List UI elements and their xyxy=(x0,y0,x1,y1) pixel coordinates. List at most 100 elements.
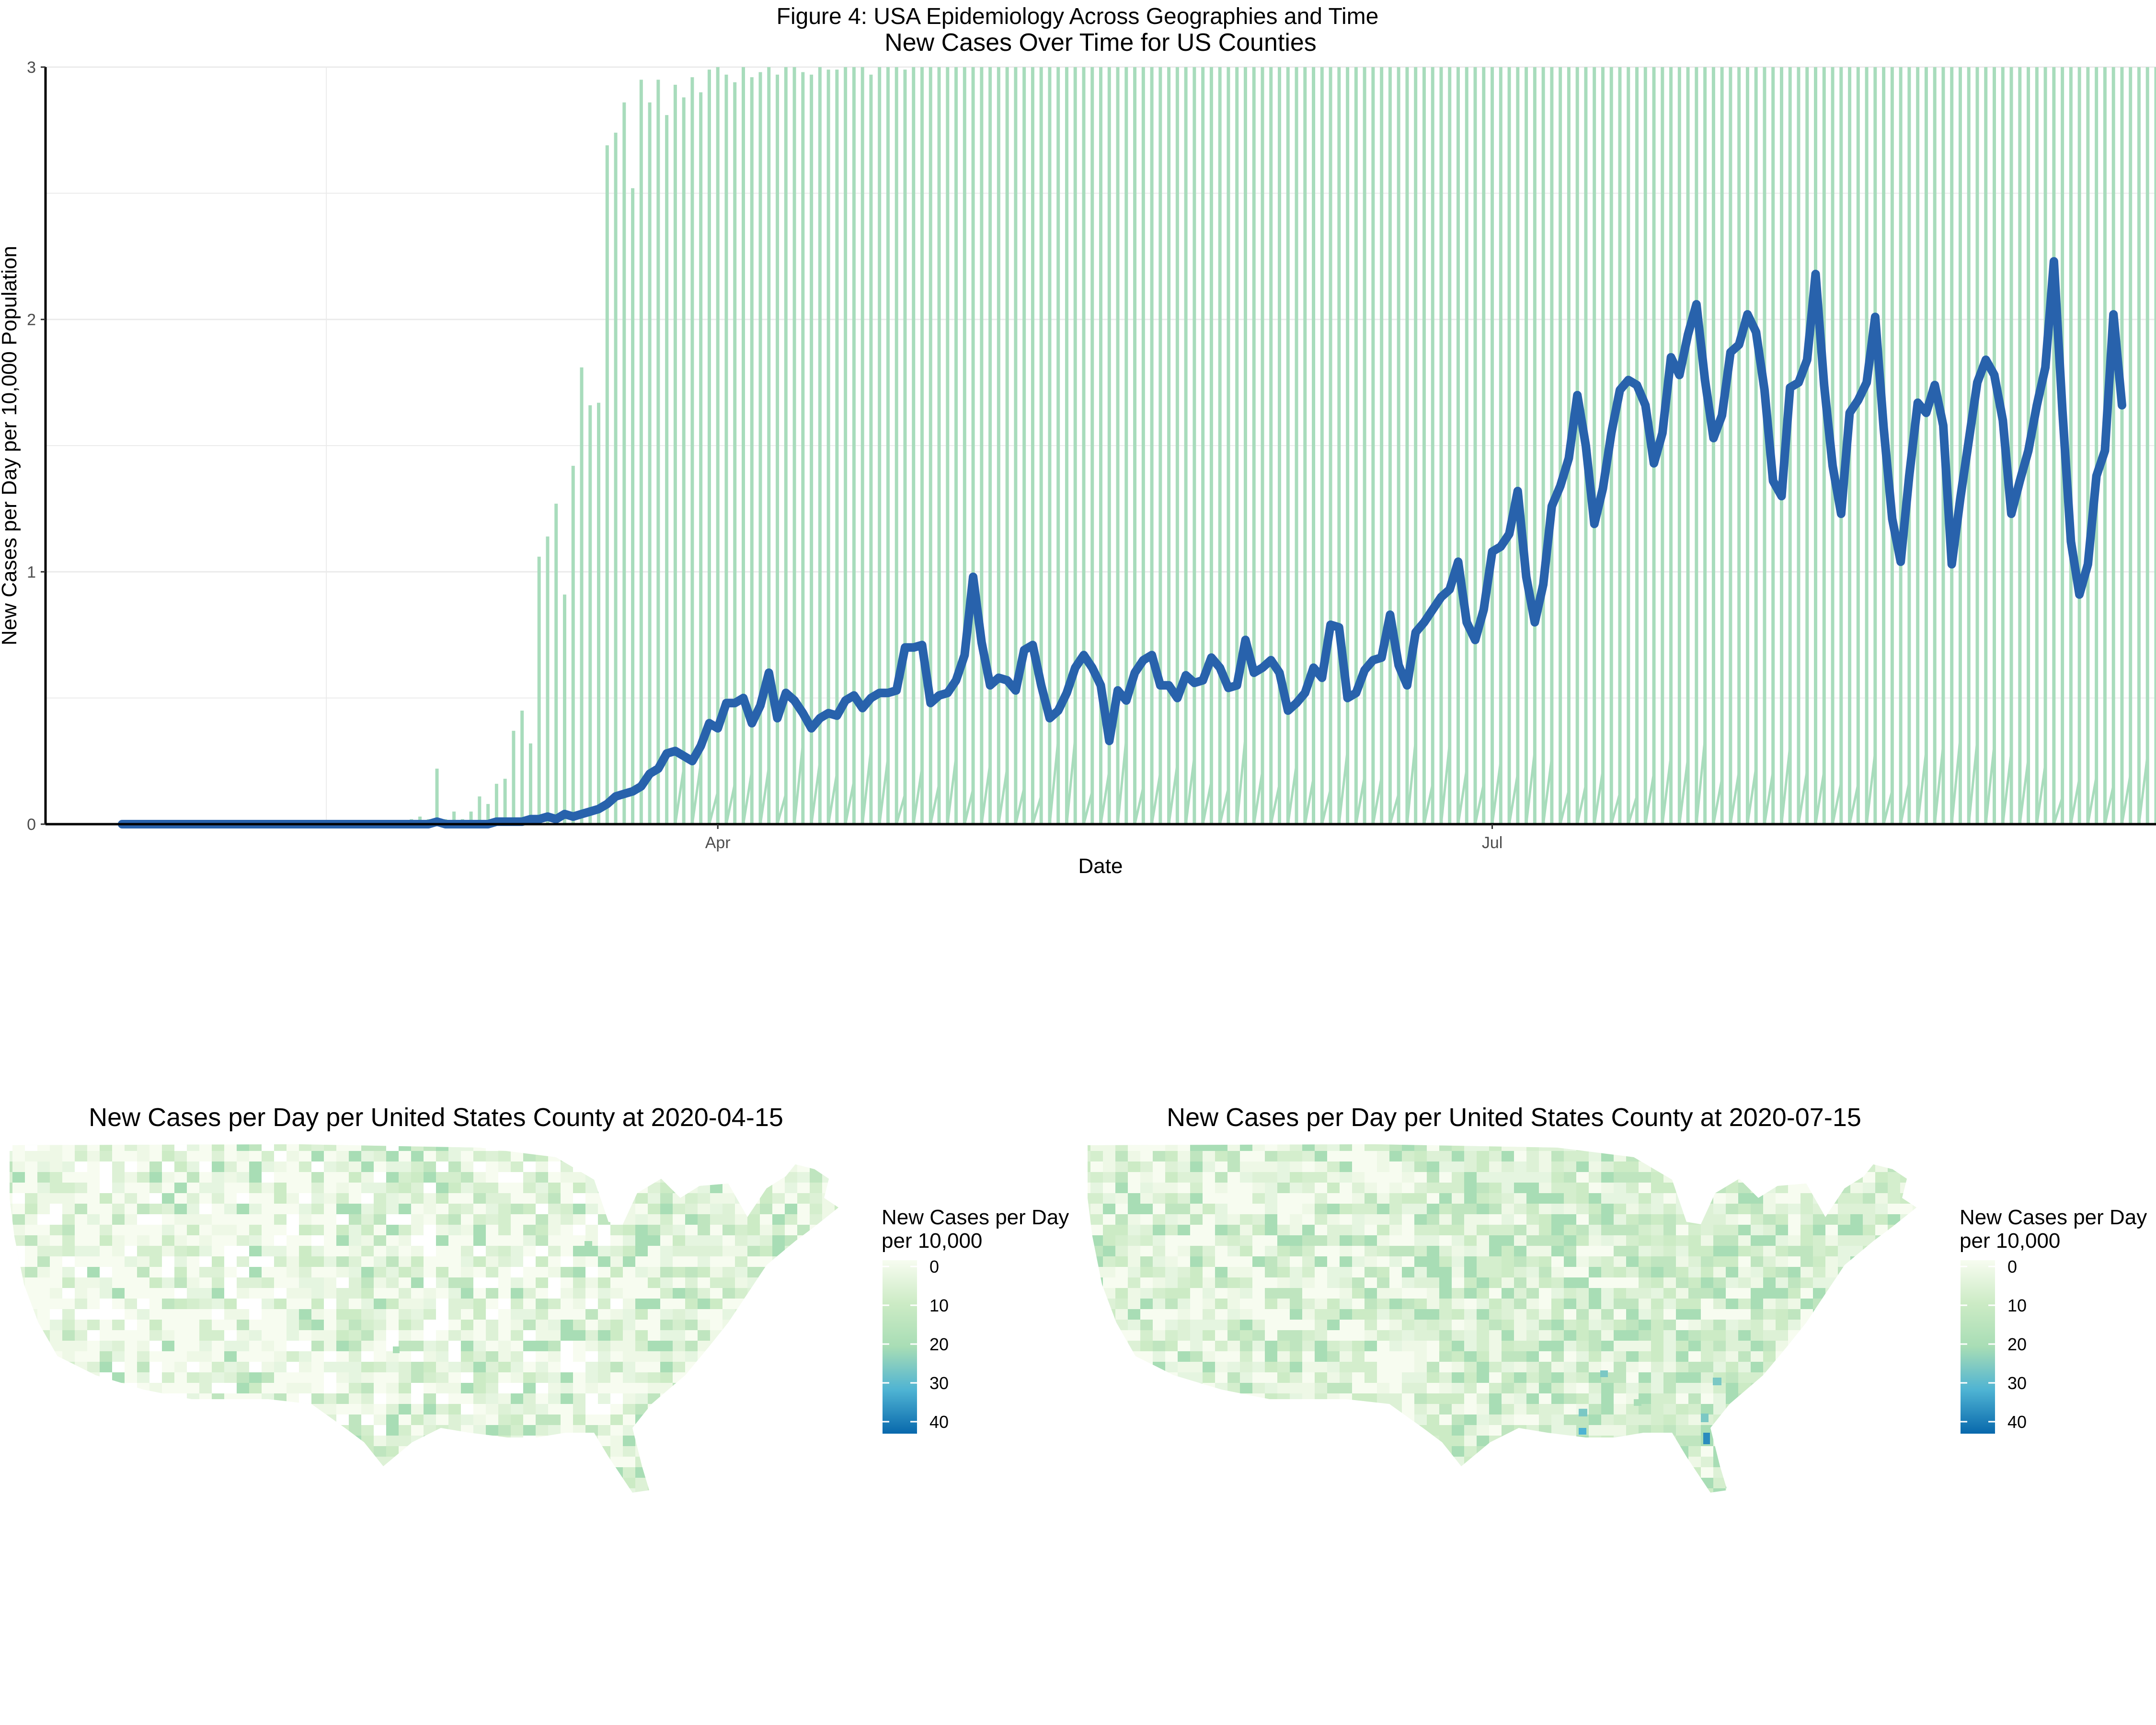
county-cell xyxy=(112,1267,125,1277)
county-cell xyxy=(1352,1256,1365,1267)
county-cell xyxy=(1128,1436,1140,1446)
county-cell xyxy=(174,1162,187,1172)
county-cell xyxy=(262,1362,274,1372)
county-cell xyxy=(722,1457,735,1467)
county-cell xyxy=(324,1193,336,1204)
county-cell xyxy=(1663,1425,1676,1436)
county-cell xyxy=(1352,1404,1365,1414)
county-cell xyxy=(810,1299,822,1309)
county-cell xyxy=(735,1235,747,1246)
county-cell xyxy=(112,1246,125,1256)
county-cell xyxy=(75,1457,87,1467)
county-cell xyxy=(1514,1277,1526,1288)
county-cell xyxy=(635,1204,648,1214)
county-cell xyxy=(673,1351,685,1362)
county-cell xyxy=(1900,1144,1913,1151)
county-cell xyxy=(473,1162,486,1172)
county-cell xyxy=(100,1277,112,1288)
county-cell xyxy=(1825,1425,1838,1436)
county-cell xyxy=(685,1341,698,1351)
county-cell xyxy=(1088,1151,1090,1162)
county-cell xyxy=(100,1309,112,1320)
county-cell xyxy=(112,1425,125,1436)
county-cell xyxy=(548,1225,561,1235)
county-cell xyxy=(1514,1267,1526,1277)
county-cell xyxy=(1088,1351,1090,1362)
county-cell xyxy=(1576,1299,1589,1309)
county-cell xyxy=(1589,1277,1601,1288)
county-cell xyxy=(1713,1351,1726,1362)
county-cell xyxy=(112,1256,125,1267)
county-cell xyxy=(1751,1467,1763,1478)
county-cell xyxy=(1252,1362,1265,1372)
county-cell xyxy=(1277,1341,1290,1351)
chart-title: New Cases Over Time for US Counties xyxy=(884,29,1317,57)
county-cell xyxy=(747,1362,760,1372)
county-cell xyxy=(1265,1277,1277,1288)
county-cell xyxy=(174,1246,187,1256)
county-cell xyxy=(486,1457,498,1467)
county-cell xyxy=(1688,1235,1701,1246)
county-cell xyxy=(1088,1193,1090,1204)
county-cell xyxy=(1751,1162,1763,1172)
county-cell xyxy=(1452,1372,1464,1383)
county-cell xyxy=(486,1404,498,1414)
county-cell xyxy=(623,1151,635,1162)
county-cell xyxy=(461,1478,473,1488)
county-daily-line xyxy=(1320,789,1332,825)
county-cell xyxy=(1888,1277,1900,1288)
county-cell xyxy=(1825,1235,1838,1246)
county-cell xyxy=(1402,1204,1414,1214)
county-cell xyxy=(1452,1204,1464,1214)
county-cell xyxy=(536,1151,548,1162)
county-cell xyxy=(1414,1214,1427,1225)
county-cell xyxy=(1813,1446,1825,1457)
county-cell xyxy=(1402,1351,1414,1362)
county-cell xyxy=(1751,1235,1763,1246)
county-cell xyxy=(785,1256,797,1267)
county-cell xyxy=(1763,1362,1776,1372)
county-cell xyxy=(1551,1151,1564,1162)
county-cell xyxy=(1526,1467,1539,1478)
county-cell xyxy=(448,1383,461,1393)
county-cell xyxy=(1688,1162,1701,1172)
county-cell xyxy=(1813,1225,1825,1235)
county-cell xyxy=(149,1183,162,1193)
county-cell xyxy=(386,1436,399,1446)
county-daily-line xyxy=(810,761,821,825)
county-cell xyxy=(1601,1183,1614,1193)
county-cell xyxy=(112,1436,125,1446)
county-cell xyxy=(424,1267,436,1277)
county-cell xyxy=(1389,1467,1402,1478)
county-cell xyxy=(1178,1309,1190,1320)
county-cell xyxy=(299,1277,311,1288)
county-cell xyxy=(1913,1235,1916,1246)
county-cell xyxy=(1713,1151,1726,1162)
county-cell xyxy=(1115,1288,1128,1299)
county-cell xyxy=(1514,1144,1526,1151)
county-cell xyxy=(710,1151,722,1162)
county-cell xyxy=(548,1362,561,1372)
county-cell xyxy=(448,1151,461,1162)
county-cell xyxy=(486,1351,498,1362)
county-cell xyxy=(149,1193,162,1204)
county-cell xyxy=(610,1362,623,1372)
county-cell xyxy=(1402,1172,1414,1183)
county-cell xyxy=(1800,1172,1813,1183)
county-cell xyxy=(1551,1246,1564,1256)
county-cell xyxy=(635,1288,648,1299)
county-cell xyxy=(598,1256,610,1267)
county-cell xyxy=(1788,1467,1800,1478)
county-cell xyxy=(75,1183,87,1193)
county-cell xyxy=(125,1457,137,1467)
county-cell xyxy=(386,1172,399,1183)
county-cell xyxy=(1240,1144,1252,1151)
county-cell xyxy=(772,1193,785,1204)
county-cell xyxy=(523,1204,536,1214)
county-cell xyxy=(1589,1267,1601,1277)
county-cell xyxy=(511,1246,523,1256)
county-cell xyxy=(1389,1214,1402,1225)
county-cell xyxy=(324,1488,336,1493)
county-cell xyxy=(598,1144,610,1151)
county-cell xyxy=(324,1267,336,1277)
